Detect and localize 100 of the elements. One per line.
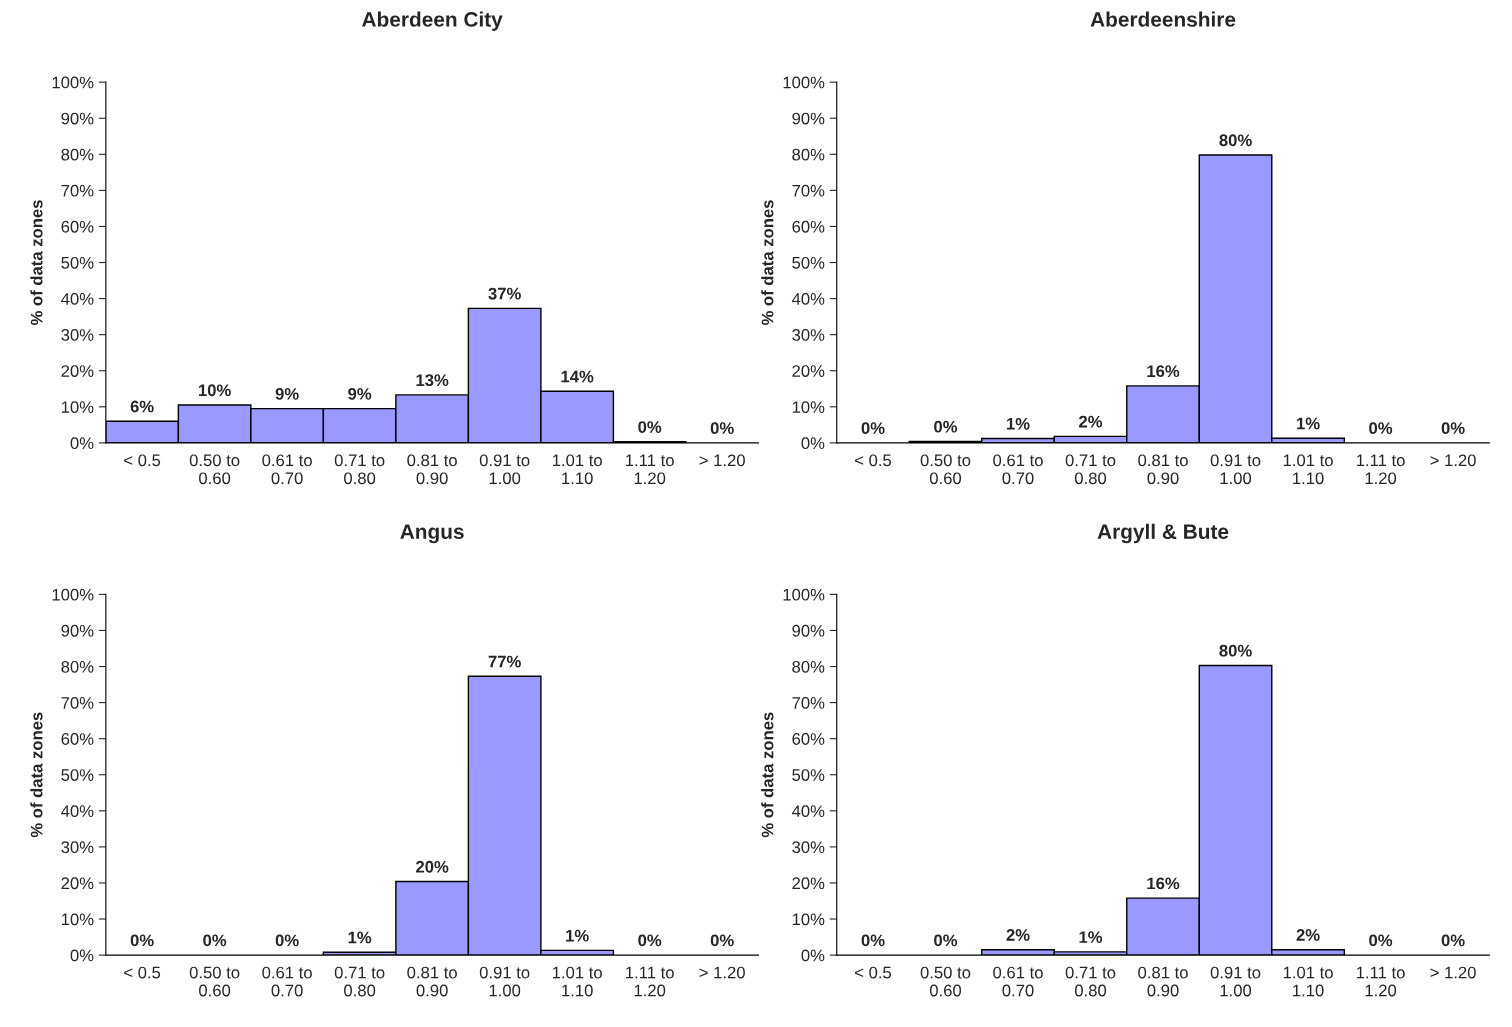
data-label: 0%	[934, 420, 958, 433]
y-tick-label: 100%	[52, 588, 94, 601]
x-tick-label: < 0.5	[124, 966, 161, 979]
y-tick-label: 40%	[791, 805, 825, 818]
y-tick-label: 60%	[61, 733, 94, 745]
chart-title: Argyll & Bute	[1097, 523, 1229, 544]
data-label: 9%	[275, 387, 299, 400]
data-label: 1%	[1007, 417, 1030, 430]
y-tick-label: 100%	[783, 588, 825, 601]
y-tick-label: 70%	[792, 697, 825, 709]
data-label: 37%	[488, 287, 521, 300]
y-tick-label: 80%	[792, 148, 825, 161]
data-label: 0%	[861, 422, 885, 435]
x-tick-label: 1.11 to 1.20	[626, 454, 674, 485]
y-tick-label: 30%	[792, 841, 825, 854]
y-tick-label: 90%	[61, 112, 94, 125]
x-tick-label: 0.61 to 0.70	[262, 454, 312, 485]
data-label: 0%	[1369, 422, 1393, 435]
y-tick-label: 70%	[792, 184, 825, 197]
x-tick-label: 0.71 to 0.80	[334, 966, 385, 997]
data-label: 0%	[130, 934, 154, 947]
y-tick-label: 0%	[801, 437, 825, 450]
data-label: 9%	[348, 387, 372, 400]
x-tick-label: 0.91 to 1.00	[479, 454, 530, 485]
x-tick-label: 0.61 to 0.70	[993, 454, 1043, 485]
data-label: 10%	[198, 384, 231, 397]
data-label: 20%	[416, 860, 449, 873]
x-tick-label: 0.81 to 0.90	[1138, 454, 1188, 485]
x-tick-label: 0.50 to 0.60	[189, 454, 240, 485]
data-label: 0%	[710, 934, 734, 947]
data-label: 0%	[1369, 934, 1393, 947]
x-tick-label: 0.71 to 0.80	[1065, 966, 1116, 997]
y-tick-label: 10%	[792, 913, 825, 926]
data-label: 0%	[1441, 422, 1465, 435]
data-label: 1%	[566, 929, 589, 942]
x-tick-label: < 0.5	[124, 454, 161, 467]
y-axis-title: % of data zones	[761, 200, 774, 326]
y-tick-label: 40%	[61, 292, 94, 305]
y-tick-label: 10%	[792, 401, 825, 414]
data-label: 14%	[561, 370, 594, 383]
data-label: 13%	[416, 374, 449, 387]
y-tick-label: 90%	[61, 624, 94, 637]
data-label: 80%	[1219, 644, 1252, 657]
data-label: 2%	[1079, 415, 1103, 428]
chart-title: Angus	[400, 524, 464, 544]
y-tick-label: 20%	[61, 365, 94, 377]
y-tick-label: 90%	[792, 624, 825, 637]
data-label: 16%	[1147, 877, 1180, 890]
y-tick-label: 30%	[61, 329, 94, 341]
y-tick-label: 50%	[792, 769, 825, 781]
x-tick-label: 0.91 to 1.00	[1210, 966, 1261, 997]
data-label: 0%	[203, 934, 227, 947]
data-label: 6%	[130, 400, 154, 413]
y-tick-label: 40%	[61, 805, 94, 818]
chart-title: Aberdeenshire	[1090, 11, 1236, 27]
data-label: 0%	[638, 421, 662, 433]
x-tick-label: 0.81 to 0.90	[1138, 966, 1188, 997]
y-tick-label: 30%	[792, 329, 825, 341]
chart-title: Aberdeen City	[362, 11, 503, 31]
data-label: 1%	[348, 931, 372, 944]
data-label: 80%	[1219, 134, 1252, 147]
x-tick-label: 1.01 to 1.10	[552, 966, 602, 997]
data-label: 0%	[1441, 934, 1465, 947]
y-tick-label: 90%	[792, 112, 825, 125]
y-axis-title: % of data zones	[30, 712, 43, 838]
y-tick-label: 30%	[61, 841, 94, 854]
y-tick-label: 60%	[792, 733, 825, 745]
x-tick-label: 1.01 to 1.10	[1283, 966, 1333, 997]
data-label: 0%	[861, 934, 885, 947]
x-tick-label: < 0.5	[855, 454, 892, 467]
data-label: 0%	[934, 934, 958, 947]
x-tick-label: 0.50 to 0.60	[189, 966, 240, 997]
x-tick-label: 0.61 to 0.70	[993, 966, 1043, 997]
y-tick-label: 40%	[791, 292, 825, 305]
x-tick-label: 0.71 to 0.80	[334, 454, 385, 485]
x-tick-label: 1.11 to 1.20	[1356, 454, 1405, 485]
y-tick-label: 0%	[70, 437, 94, 450]
x-tick-label: 1.11 to 1.20	[626, 966, 674, 997]
data-label: 0%	[275, 934, 299, 947]
x-tick-label: 1.11 to 1.20	[1356, 966, 1405, 997]
x-tick-label: 1.01 to 1.10	[552, 454, 602, 485]
y-tick-label: 60%	[61, 220, 94, 233]
x-tick-label: 1.01 to 1.10	[1283, 454, 1333, 485]
y-tick-label: 20%	[61, 877, 94, 890]
x-tick-label: 0.91 to 1.00	[1210, 454, 1261, 485]
x-tick-label: > 1.20	[1430, 966, 1476, 979]
y-tick-label: 60%	[792, 220, 825, 233]
y-tick-label: 50%	[792, 256, 825, 269]
y-tick-label: 50%	[61, 256, 94, 269]
x-tick-label: 0.50 to 0.60	[920, 966, 971, 997]
x-tick-label: 0.61 to 0.70	[262, 966, 312, 997]
data-label: 0%	[638, 934, 662, 947]
x-tick-label: 0.81 to 0.90	[407, 454, 457, 485]
x-tick-label: 0.71 to 0.80	[1065, 454, 1116, 485]
y-tick-label: 50%	[61, 769, 94, 781]
y-tick-label: 20%	[792, 365, 825, 377]
x-tick-label: > 1.20	[699, 454, 745, 467]
x-tick-label: < 0.5	[855, 966, 892, 979]
x-tick-label: 0.50 to 0.60	[920, 454, 971, 485]
x-tick-label: > 1.20	[1430, 454, 1476, 467]
